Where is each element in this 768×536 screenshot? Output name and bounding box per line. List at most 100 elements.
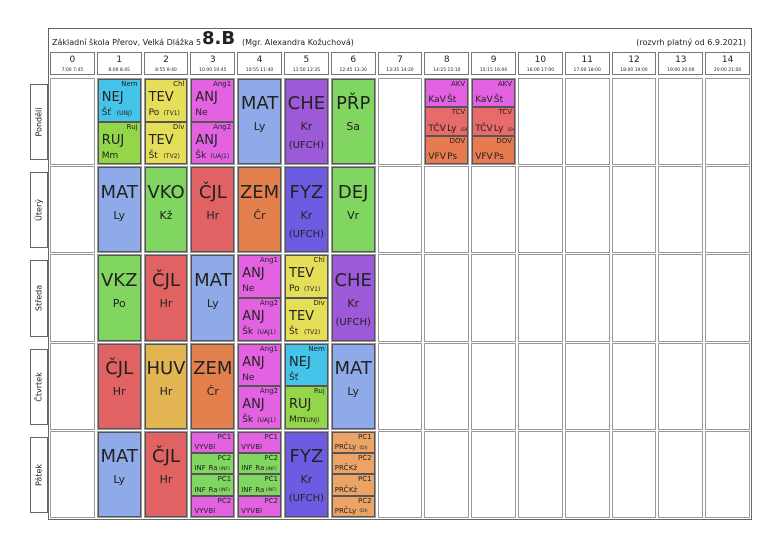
lesson-teacher: Po [112, 296, 126, 310]
period-time: 20:00 21:00 [713, 68, 742, 73]
lesson-teacher: Ly [206, 296, 219, 310]
grid-cell [377, 166, 423, 254]
lesson: DEJ Vr [331, 167, 375, 253]
lesson: FYZ Kr (UFCH) [285, 431, 328, 517]
grid-cell [50, 254, 95, 342]
day-box: Pondělí [30, 84, 48, 161]
grid-cell [705, 342, 750, 430]
lesson: Chl TEV Po (TV1) [144, 79, 188, 122]
lesson-teacher: Po [289, 284, 300, 295]
period-time: 8:00 8:45 [108, 68, 131, 73]
lesson-group: PČ1 [217, 432, 232, 441]
grid-cell [705, 430, 750, 518]
lesson: PČ2 INF Ra (INF) [191, 453, 235, 475]
lesson-teacher: Kž [348, 464, 358, 473]
lesson-group: Ang2 [259, 299, 278, 307]
lesson-subject: INF [241, 464, 253, 473]
lesson-subject: MAT [194, 269, 232, 291]
lesson-subject: NEJ [101, 90, 124, 105]
lesson: VKZ Po [97, 255, 141, 341]
lesson-teacher: Ra [208, 485, 218, 494]
lesson-teacher: Ra [208, 464, 218, 473]
grid-cell [190, 254, 236, 342]
lesson-teacher: Ly [113, 208, 126, 222]
lesson: MAT Ly [331, 343, 375, 429]
lesson: PČ2 PRČ Kž [331, 453, 375, 475]
lesson-teacher: Šť [289, 372, 299, 383]
lesson: Ang1 ANJ Ne [238, 255, 281, 298]
lesson-teacher: Vr [347, 208, 360, 222]
grid-cell [564, 342, 610, 430]
period-number: 9 [490, 55, 497, 65]
period-header [377, 52, 423, 75]
lesson: PČ2 INF Ra (INF) [238, 453, 281, 475]
timetable-frame [48, 28, 752, 520]
lesson-teacher: Ly [347, 384, 360, 398]
grid-cell [564, 166, 610, 254]
lesson-teacher: Šť [101, 108, 112, 118]
lesson-teacher: Ne [195, 108, 208, 118]
grid-cell [705, 166, 750, 254]
lesson-teacher: Šk [195, 150, 207, 161]
lesson-teacher: Ly [493, 123, 504, 134]
lesson: VKO Kž [144, 167, 188, 253]
grid-cell [705, 78, 750, 166]
lesson-group: Ruj [126, 122, 138, 131]
lesson-group: Ruj [313, 387, 325, 396]
lesson-subject: ČJL [152, 269, 180, 291]
period-header [705, 52, 750, 75]
lesson-teacher: Ly [447, 123, 457, 134]
period-number: 13 [675, 55, 687, 65]
lesson-subject: ZEM [193, 357, 233, 379]
period-time: 17:00 18:00 [573, 68, 601, 73]
lesson-group: PČ2 [358, 454, 372, 463]
lesson: FYZ Kr (UFCH) [285, 167, 328, 253]
period-number: 6 [350, 55, 357, 65]
lesson-teacher: Ly [113, 473, 126, 487]
lesson: Ang1 ANJ Ne [191, 79, 235, 122]
grid-cell [564, 78, 610, 166]
lesson-subject: PRČ [334, 485, 349, 494]
lesson-room: (TV1) [304, 286, 321, 294]
lesson-group: Dív [313, 299, 325, 307]
lesson: DOV VFV Ps [425, 135, 469, 165]
day-box: Pátek [30, 436, 48, 513]
lesson-group: PČ1 [264, 475, 278, 484]
lesson-subject: TEV [289, 309, 315, 324]
period-number: 10 [534, 55, 547, 65]
period-time: 12:45 13:30 [339, 68, 367, 73]
period-header [330, 52, 376, 75]
lesson: DOV VFV Ps [472, 135, 515, 165]
lesson-subject: CHE [334, 269, 372, 291]
lesson-group: Ang1 [259, 256, 278, 265]
lesson-group: TČV [451, 108, 466, 117]
lesson-group: Ang2 [259, 387, 278, 396]
lesson-teacher: Čr [253, 208, 266, 222]
lesson-group: PČ2 [358, 496, 372, 505]
grid-cell [611, 342, 657, 430]
grid-cell [50, 166, 95, 254]
grid-cell [377, 254, 423, 342]
grid-cell [518, 254, 563, 342]
lesson-teacher: Ly [348, 443, 357, 452]
lesson-teacher: Ly [253, 120, 266, 134]
period-header [284, 52, 329, 75]
lesson-subject: ANJ [242, 354, 265, 370]
lesson-room: (UNJ) [116, 110, 133, 117]
lesson: PČ1 INF Ra (INF) [238, 474, 281, 496]
lesson-teacher: Ra [255, 485, 265, 494]
period-header [658, 52, 704, 75]
lesson: TČV TČV Ly (Dl) [472, 107, 515, 136]
lesson: Ang2 ANJ Šk (UAJ1) [238, 298, 281, 341]
lesson: MAT Ly [97, 167, 141, 253]
lesson-teacher: Ps [493, 152, 504, 163]
period-header [143, 52, 189, 75]
grid-cell [143, 78, 189, 166]
period-header [50, 52, 95, 75]
grid-cell [518, 166, 563, 254]
lesson-teacher: Po [148, 108, 160, 118]
period-time: 18:00 19:00 [620, 68, 648, 73]
period-time: 14:25 15:10 [433, 68, 461, 73]
lesson-group: DOV [449, 136, 466, 145]
lesson-subject: TEV [148, 132, 174, 148]
